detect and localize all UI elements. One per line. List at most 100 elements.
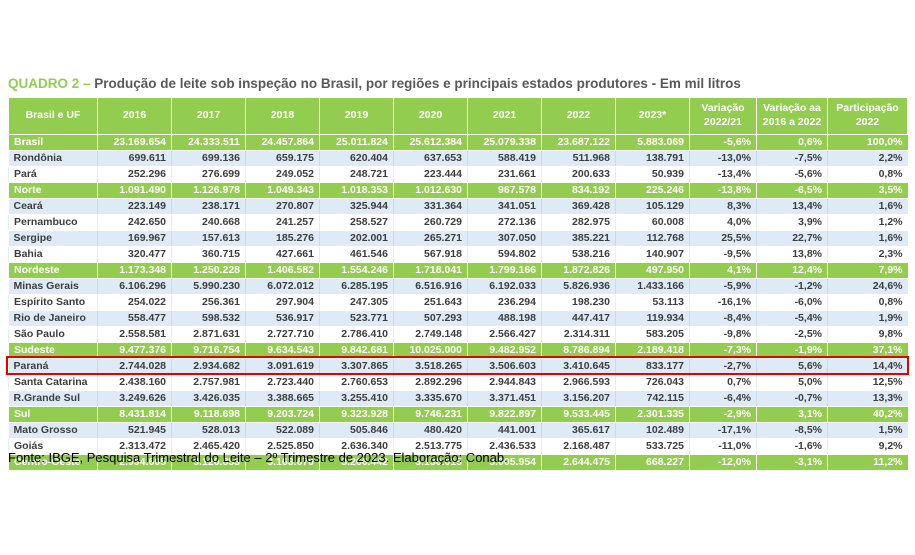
value-cell: -2,5%	[756, 326, 828, 343]
value-cell: 2,2%	[827, 150, 908, 167]
value-cell: 50.939	[615, 166, 690, 183]
value-cell: 0,7%	[689, 374, 757, 391]
column-header: 2022	[541, 97, 616, 135]
value-cell: 2.994.605	[97, 454, 172, 471]
value-cell: 1.554.246	[319, 262, 394, 279]
region-total-row: Brasil 23.169.654 24.333.511 24.457.864 25.0…	[8, 134, 908, 151]
table-row: Goiás 2.313.472 2.465.420 2.525.850 2.636.34…	[8, 438, 908, 455]
value-cell: 25.612.384	[393, 134, 468, 151]
value-cell: 1,6%	[827, 230, 908, 247]
value-cell: 598.532	[171, 310, 246, 327]
value-cell: 119.934	[615, 310, 690, 327]
value-cell: -9,5%	[689, 246, 757, 263]
value-cell: 3,9%	[756, 214, 828, 231]
value-cell: 1.049.343	[245, 182, 320, 199]
value-cell: 480.420	[393, 422, 468, 439]
table-body: Brasil 23.169.654 24.333.511 24.457.864 25.0…	[8, 134, 908, 471]
value-cell: -1,6%	[756, 438, 828, 455]
value-cell: 9.716.754	[171, 342, 246, 359]
value-cell: 3,1%	[756, 406, 828, 423]
value-cell: -16,1%	[689, 294, 757, 311]
value-cell: 1,2%	[827, 214, 908, 231]
value-cell: 2.513.775	[393, 438, 468, 455]
table-wrap: Brasil e UF 2016 2017 2018 2019 2020 2021 2022 2…	[6, 97, 909, 471]
value-cell: -5,9%	[689, 278, 757, 295]
value-cell: -8,5%	[756, 422, 828, 439]
value-cell: 9.323.928	[319, 406, 394, 423]
value-cell: 225.246	[615, 182, 690, 199]
value-cell: 138.791	[615, 150, 690, 167]
value-cell: 169.967	[97, 230, 172, 247]
value-cell: 2.892.296	[393, 374, 468, 391]
uf-name-cell: Bahia	[8, 246, 98, 263]
value-cell: 140.907	[615, 246, 690, 263]
value-cell: 2.757.981	[171, 374, 246, 391]
value-cell: 23.687.122	[541, 134, 616, 151]
table-title: QUADRO 2 – Produção de leite sob inspeçã…	[8, 76, 741, 91]
value-cell: -0,7%	[756, 390, 828, 407]
uf-name-cell: Goiás	[8, 438, 98, 455]
uf-name-cell: Norte	[8, 182, 98, 199]
value-cell: 588.419	[467, 150, 542, 167]
value-cell: 25.079.338	[467, 134, 542, 151]
value-cell: 360.715	[171, 246, 246, 263]
value-cell: 7,9%	[827, 262, 908, 279]
table-row: Paraná 2.744.028 2.934.682 3.091.619 3.307.8…	[8, 358, 908, 375]
value-cell: -13,0%	[689, 150, 757, 167]
uf-name-cell: Brasil	[8, 134, 98, 151]
value-cell: 5.883.069	[615, 134, 690, 151]
value-cell: 3.335.670	[393, 390, 468, 407]
value-cell: 9.746.231	[393, 406, 468, 423]
table-row: Ceará 223.149 238.171 270.807 325.944 331.364…	[8, 198, 908, 215]
uf-name-cell: Ceará	[8, 198, 98, 215]
value-cell: 13,3%	[827, 390, 908, 407]
value-cell: 9.477.376	[97, 342, 172, 359]
value-cell: 1.126.978	[171, 182, 246, 199]
uf-name-cell: Sergipe	[8, 230, 98, 247]
uf-name-cell: R.Grande Sul	[8, 390, 98, 407]
column-header: Participação 2022	[827, 97, 908, 135]
value-cell: 272.136	[467, 214, 542, 231]
value-cell: 248.721	[319, 166, 394, 183]
uf-name-cell: Espírito Santo	[8, 294, 98, 311]
column-header: Brasil e UF	[8, 97, 98, 135]
value-cell: 6.192.033	[467, 278, 542, 295]
value-cell: 105.129	[615, 198, 690, 215]
value-cell: 583.205	[615, 326, 690, 343]
value-cell: 282.975	[541, 214, 616, 231]
uf-name-cell: Centro-Oeste	[8, 454, 98, 471]
table-title-text: Produção de leite sob inspeção no Brasil…	[94, 76, 741, 91]
value-cell: 699.136	[171, 150, 246, 167]
value-cell: 1.433.166	[615, 278, 690, 295]
value-cell: 967.578	[467, 182, 542, 199]
value-cell: 668.227	[615, 454, 690, 471]
uf-name-cell: São Paulo	[8, 326, 98, 343]
region-total-row: Norte 1.091.490 1.126.978 1.049.343 1.018.35…	[8, 182, 908, 199]
value-cell: 1.091.490	[97, 182, 172, 199]
value-cell: 1,5%	[827, 422, 908, 439]
value-cell: -2,7%	[689, 358, 757, 375]
milk-production-table: Brasil e UF 2016 2017 2018 2019 2020 2021 2022 2…	[8, 97, 908, 471]
value-cell: 8.431.814	[97, 406, 172, 423]
value-cell: 8.786.894	[541, 342, 616, 359]
value-cell: -7,5%	[756, 150, 828, 167]
value-cell: 256.361	[171, 294, 246, 311]
value-cell: 0,8%	[827, 294, 908, 311]
value-cell: 9,2%	[827, 438, 908, 455]
value-cell: 3.156.207	[541, 390, 616, 407]
value-cell: 254.022	[97, 294, 172, 311]
table-row: São Paulo 2.558.581 2.871.631 2.727.710 2.78…	[8, 326, 908, 343]
value-cell: 659.175	[245, 150, 320, 167]
value-cell: 9,8%	[827, 326, 908, 343]
value-cell: -7,3%	[689, 342, 757, 359]
value-cell: 5.826.936	[541, 278, 616, 295]
value-cell: 1.012.630	[393, 182, 468, 199]
table-row: Pará 252.296 276.699 249.052 248.721 223.444 2…	[8, 166, 908, 183]
value-cell: -2,9%	[689, 406, 757, 423]
value-cell: 12,4%	[756, 262, 828, 279]
value-cell: 9.533.445	[541, 406, 616, 423]
value-cell: 320.477	[97, 246, 172, 263]
value-cell: 53.113	[615, 294, 690, 311]
value-cell: 3.506.603	[467, 358, 542, 375]
